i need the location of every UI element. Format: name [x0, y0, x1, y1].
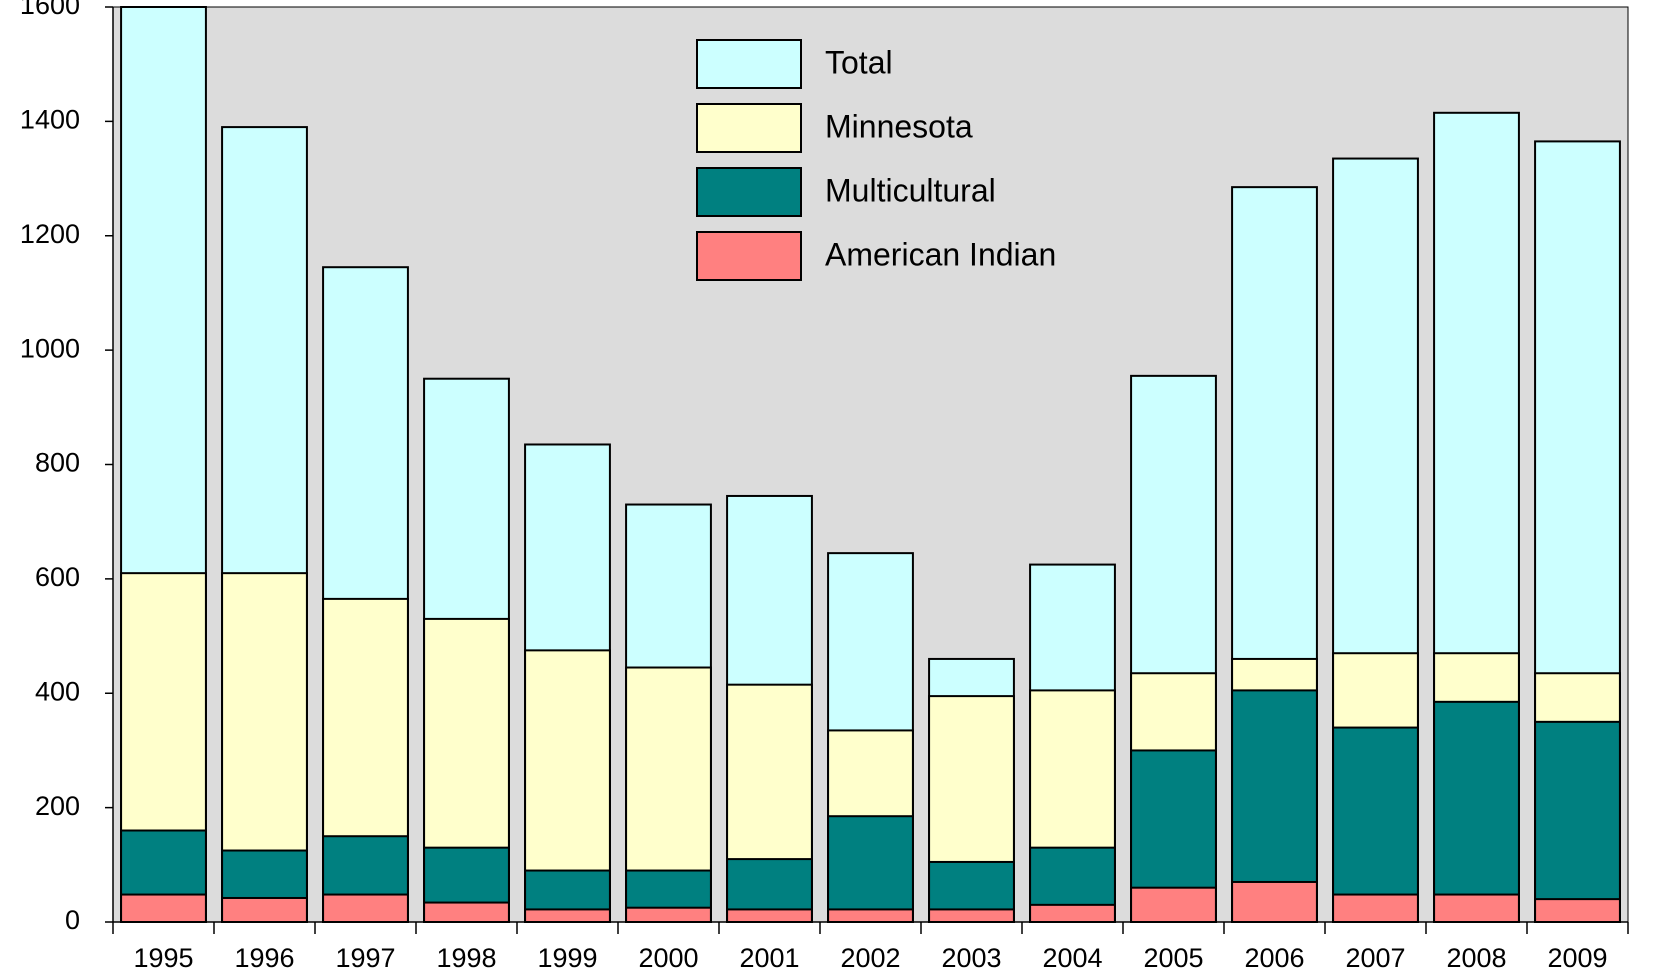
x-tick-label: 1998	[436, 943, 496, 973]
bar	[120, 893, 207, 923]
bar	[928, 908, 1015, 924]
bar	[423, 901, 510, 924]
x-tick-label: 2000	[638, 943, 698, 973]
legend-label: Total	[825, 44, 893, 80]
bar	[1231, 880, 1318, 923]
legend-swatch	[696, 39, 802, 89]
x-tick-label: 2001	[739, 943, 799, 973]
bar	[726, 908, 813, 924]
bar	[1534, 898, 1621, 923]
y-tick-label: 1600	[20, 0, 80, 20]
bar	[1332, 726, 1419, 923]
bar	[1433, 893, 1520, 923]
bar	[625, 906, 712, 923]
bar	[524, 908, 611, 924]
x-tick-label: 2003	[941, 943, 1001, 973]
x-tick-label: 1997	[335, 943, 395, 973]
bar	[1332, 893, 1419, 923]
x-tick-label: 2005	[1143, 943, 1203, 973]
x-tick-label: 1999	[537, 943, 597, 973]
x-tick-label: 1996	[234, 943, 294, 973]
y-tick-label: 0	[65, 905, 80, 935]
y-tick-label: 1200	[20, 219, 80, 249]
bar	[1029, 903, 1116, 923]
legend-label: Multicultural	[825, 172, 996, 208]
y-tick-label: 600	[35, 562, 80, 592]
x-tick-label: 1995	[133, 943, 193, 973]
x-tick-label: 2009	[1547, 943, 1607, 973]
y-tick-label: 400	[35, 676, 80, 706]
x-tick-label: 2008	[1446, 943, 1506, 973]
legend-swatch	[696, 103, 802, 153]
x-tick-label: 2002	[840, 943, 900, 973]
bar	[827, 908, 914, 924]
legend-label: Minnesota	[825, 108, 973, 144]
bar	[221, 896, 308, 924]
legend-label: American Indian	[825, 236, 1056, 272]
bar	[1534, 720, 1621, 923]
bar	[1130, 886, 1217, 923]
y-tick-label: 1400	[20, 105, 80, 135]
legend-swatch	[696, 167, 802, 217]
bar	[1433, 700, 1520, 923]
y-tick-label: 1000	[20, 333, 80, 363]
bar	[322, 893, 409, 923]
legend-swatch	[696, 231, 802, 281]
y-tick-label: 200	[35, 791, 80, 821]
x-tick-label: 2006	[1244, 943, 1304, 973]
x-tick-label: 2007	[1345, 943, 1405, 973]
bar	[827, 815, 914, 923]
x-tick-label: 2004	[1042, 943, 1102, 973]
y-tick-label: 800	[35, 448, 80, 478]
